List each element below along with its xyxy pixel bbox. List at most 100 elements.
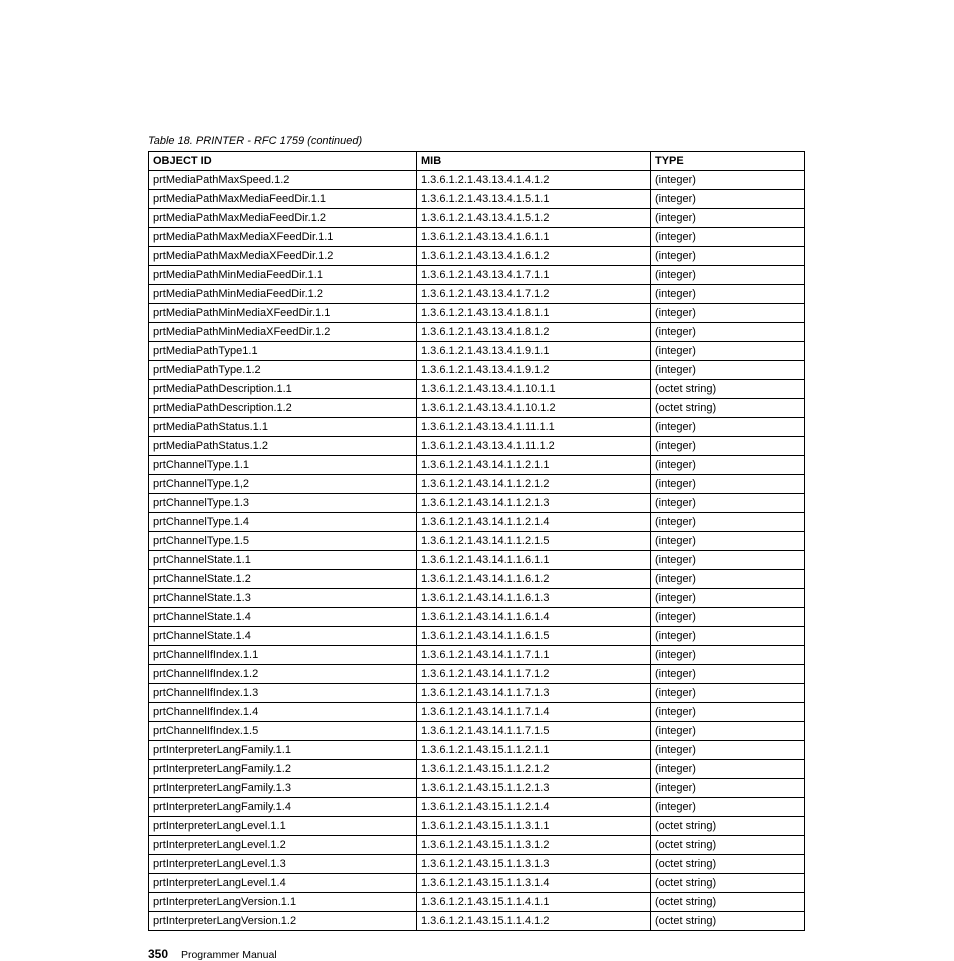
cell-type: (integer) [651,418,805,437]
table-row: prtMediaPathMaxMediaXFeedDir.1.21.3.6.1.… [149,247,805,266]
cell-mib: 1.3.6.1.2.1.43.13.4.1.9.1.2 [417,361,651,380]
table-row: prtMediaPathMinMediaXFeedDir.1.21.3.6.1.… [149,323,805,342]
cell-type: (integer) [651,684,805,703]
page-number: 350 [148,947,168,961]
table-row: prtMediaPathDescription.1.11.3.6.1.2.1.4… [149,380,805,399]
table-row: prtInterpreterLangFamily.1.41.3.6.1.2.1.… [149,798,805,817]
cell-type: (octet string) [651,912,805,931]
cell-mib: 1.3.6.1.2.1.43.14.1.1.6.1.1 [417,551,651,570]
cell-mib: 1.3.6.1.2.1.43.13.4.1.7.1.2 [417,285,651,304]
cell-type: (integer) [651,171,805,190]
cell-type: (integer) [651,437,805,456]
cell-mib: 1.3.6.1.2.1.43.13.4.1.10.1.2 [417,399,651,418]
cell-object-id: prtChannelState.1.2 [149,570,417,589]
cell-type: (integer) [651,703,805,722]
cell-mib: 1.3.6.1.2.1.43.14.1.1.6.1.4 [417,608,651,627]
col-object-id: OBJECT ID [149,152,417,171]
table-row: prtMediaPathType1.11.3.6.1.2.1.43.13.4.1… [149,342,805,361]
cell-type: (integer) [651,551,805,570]
cell-type: (integer) [651,741,805,760]
cell-mib: 1.3.6.1.2.1.43.14.1.1.7.1.1 [417,646,651,665]
cell-mib: 1.3.6.1.2.1.43.14.1.1.2.1.1 [417,456,651,475]
cell-type: (integer) [651,494,805,513]
cell-object-id: prtMediaPathMaxMediaXFeedDir.1.2 [149,247,417,266]
cell-type: (octet string) [651,874,805,893]
cell-mib: 1.3.6.1.2.1.43.13.4.1.8.1.2 [417,323,651,342]
table-row: prtChannelIfIndex.1.51.3.6.1.2.1.43.14.1… [149,722,805,741]
cell-mib: 1.3.6.1.2.1.43.14.1.1.6.1.3 [417,589,651,608]
cell-mib: 1.3.6.1.2.1.43.15.1.1.2.1.4 [417,798,651,817]
table-row: prtMediaPathDescription.1.21.3.6.1.2.1.4… [149,399,805,418]
table-row: prtMediaPathMinMediaXFeedDir.1.11.3.6.1.… [149,304,805,323]
cell-mib: 1.3.6.1.2.1.43.13.4.1.5.1.1 [417,190,651,209]
table-row: prtMediaPathMaxMediaFeedDir.1.21.3.6.1.2… [149,209,805,228]
col-type: TYPE [651,152,805,171]
cell-object-id: prtChannelIfIndex.1.2 [149,665,417,684]
cell-object-id: prtChannelState.1.4 [149,627,417,646]
cell-mib: 1.3.6.1.2.1.43.15.1.1.2.1.2 [417,760,651,779]
table-row: prtInterpreterLangFamily.1.11.3.6.1.2.1.… [149,741,805,760]
table-row: prtMediaPathType.1.21.3.6.1.2.1.43.13.4.… [149,361,805,380]
cell-type: (integer) [651,589,805,608]
cell-object-id: prtInterpreterLangFamily.1.3 [149,779,417,798]
cell-mib: 1.3.6.1.2.1.43.14.1.1.2.1.3 [417,494,651,513]
cell-type: (integer) [651,456,805,475]
cell-type: (integer) [651,342,805,361]
cell-object-id: prtMediaPathMaxSpeed.1.2 [149,171,417,190]
cell-mib: 1.3.6.1.2.1.43.14.1.1.6.1.2 [417,570,651,589]
table-row: prtInterpreterLangFamily.1.31.3.6.1.2.1.… [149,779,805,798]
cell-object-id: prtChannelType.1,2 [149,475,417,494]
table-row: prtChannelType.1,21.3.6.1.2.1.43.14.1.1.… [149,475,805,494]
table-row: prtChannelIfIndex.1.21.3.6.1.2.1.43.14.1… [149,665,805,684]
table-row: prtChannelState.1.41.3.6.1.2.1.43.14.1.1… [149,608,805,627]
table-row: prtInterpreterLangVersion.1.11.3.6.1.2.1… [149,893,805,912]
table-row: prtInterpreterLangLevel.1.31.3.6.1.2.1.4… [149,855,805,874]
cell-type: (integer) [651,627,805,646]
cell-type: (integer) [651,190,805,209]
cell-mib: 1.3.6.1.2.1.43.15.1.1.3.1.2 [417,836,651,855]
table-row: prtInterpreterLangFamily.1.21.3.6.1.2.1.… [149,760,805,779]
cell-mib: 1.3.6.1.2.1.43.14.1.1.2.1.4 [417,513,651,532]
cell-mib: 1.3.6.1.2.1.43.13.4.1.6.1.2 [417,247,651,266]
table-row: prtMediaPathStatus.1.21.3.6.1.2.1.43.13.… [149,437,805,456]
cell-type: (integer) [651,532,805,551]
cell-object-id: prtMediaPathStatus.1.2 [149,437,417,456]
table-row: prtMediaPathMaxMediaXFeedDir.1.11.3.6.1.… [149,228,805,247]
cell-mib: 1.3.6.1.2.1.43.15.1.1.4.1.1 [417,893,651,912]
cell-mib: 1.3.6.1.2.1.43.13.4.1.7.1.1 [417,266,651,285]
cell-object-id: prtMediaPathDescription.1.1 [149,380,417,399]
table-row: prtChannelIfIndex.1.41.3.6.1.2.1.43.14.1… [149,703,805,722]
cell-mib: 1.3.6.1.2.1.43.13.4.1.9.1.1 [417,342,651,361]
cell-type: (integer) [651,247,805,266]
cell-type: (integer) [651,361,805,380]
cell-type: (integer) [651,665,805,684]
cell-object-id: prtInterpreterLangFamily.1.2 [149,760,417,779]
cell-type: (integer) [651,304,805,323]
table-row: prtChannelType.1.51.3.6.1.2.1.43.14.1.1.… [149,532,805,551]
cell-object-id: prtChannelState.1.1 [149,551,417,570]
cell-mib: 1.3.6.1.2.1.43.15.1.1.3.1.1 [417,817,651,836]
cell-mib: 1.3.6.1.2.1.43.14.1.1.7.1.4 [417,703,651,722]
cell-object-id: prtMediaPathMinMediaFeedDir.1.1 [149,266,417,285]
mib-table: OBJECT ID MIB TYPE prtMediaPathMaxSpeed.… [148,151,805,931]
manual-title: Programmer Manual [181,949,277,961]
cell-object-id: prtMediaPathMinMediaXFeedDir.1.2 [149,323,417,342]
cell-object-id: prtChannelIfIndex.1.4 [149,703,417,722]
table-row: prtChannelState.1.21.3.6.1.2.1.43.14.1.1… [149,570,805,589]
col-mib: MIB [417,152,651,171]
cell-object-id: prtMediaPathMinMediaFeedDir.1.2 [149,285,417,304]
table-row: prtChannelIfIndex.1.11.3.6.1.2.1.43.14.1… [149,646,805,665]
cell-mib: 1.3.6.1.2.1.43.14.1.1.2.1.2 [417,475,651,494]
cell-type: (integer) [651,779,805,798]
cell-object-id: prtInterpreterLangLevel.1.3 [149,855,417,874]
table-row: prtMediaPathMaxSpeed.1.21.3.6.1.2.1.43.1… [149,171,805,190]
table-row: prtInterpreterLangLevel.1.21.3.6.1.2.1.4… [149,836,805,855]
cell-mib: 1.3.6.1.2.1.43.13.4.1.8.1.1 [417,304,651,323]
cell-object-id: prtChannelType.1.4 [149,513,417,532]
cell-object-id: prtInterpreterLangFamily.1.4 [149,798,417,817]
cell-type: (integer) [651,760,805,779]
cell-object-id: prtChannelIfIndex.1.5 [149,722,417,741]
page: Table 18. PRINTER - RFC 1759 (continued)… [0,0,954,961]
cell-type: (integer) [651,513,805,532]
cell-type: (octet string) [651,836,805,855]
